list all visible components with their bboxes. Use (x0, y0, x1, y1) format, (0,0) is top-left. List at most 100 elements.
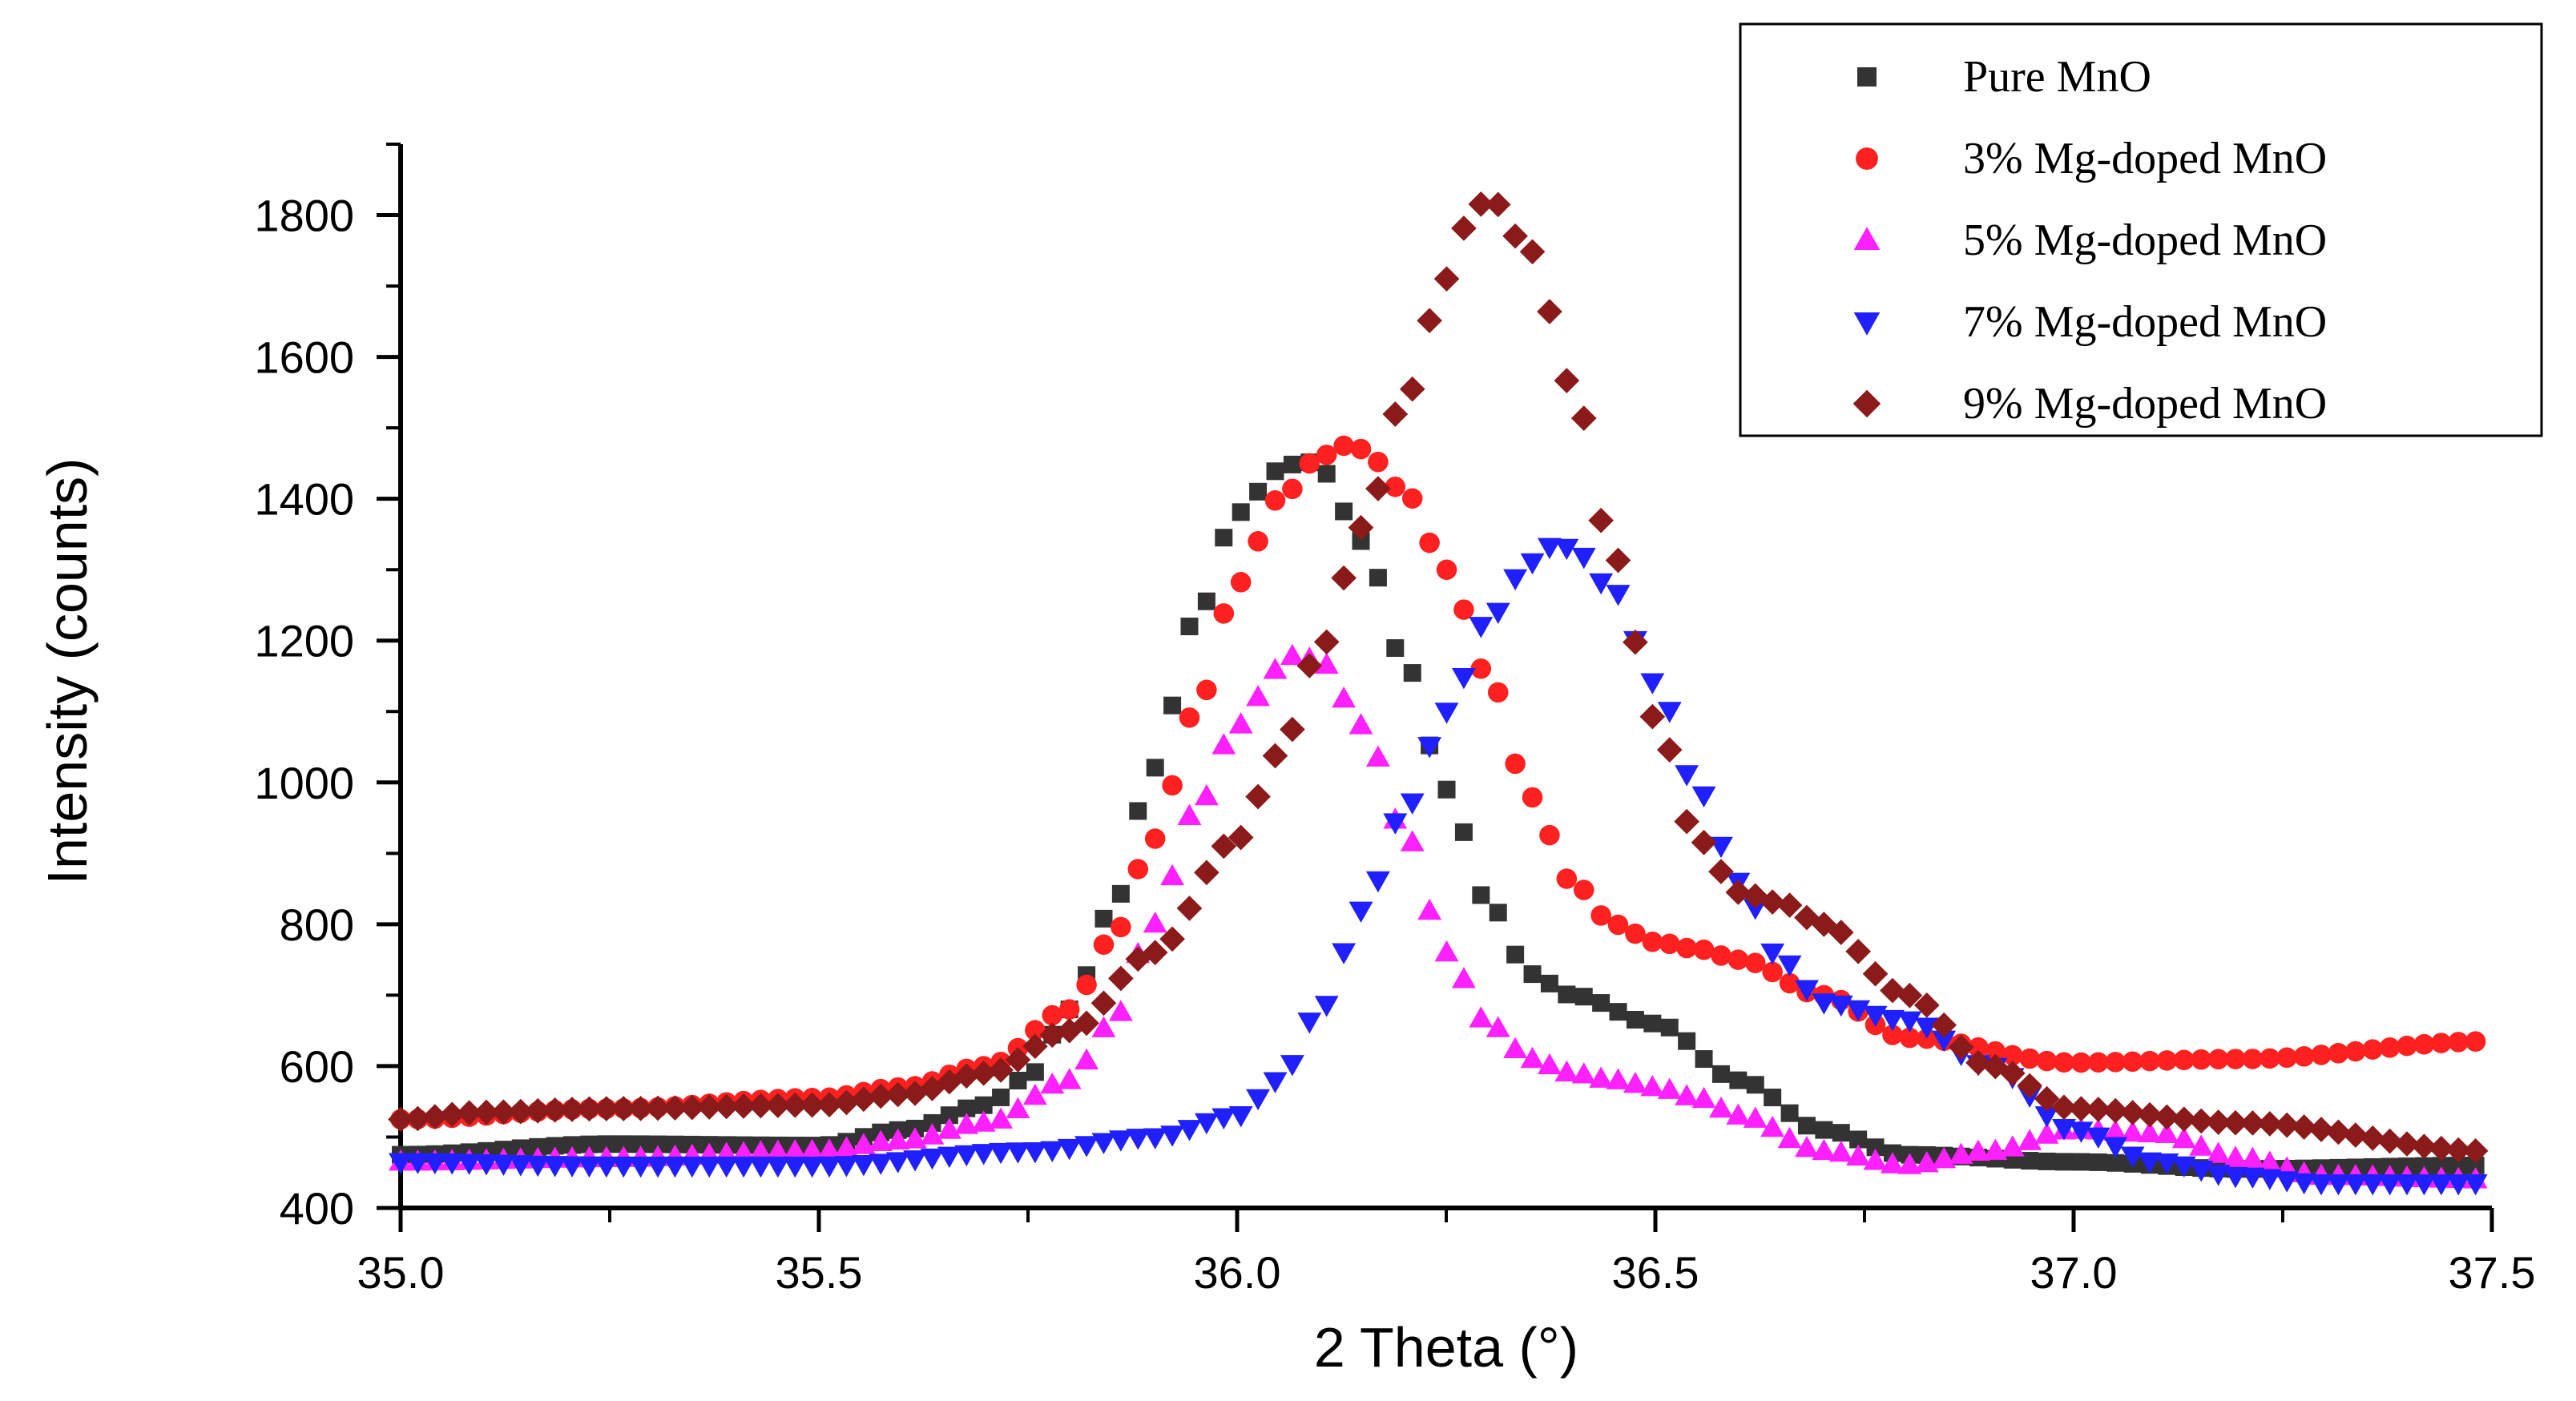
data-point (490, 1099, 517, 1125)
data-point (1639, 703, 1666, 730)
data-point (2377, 1174, 2402, 1196)
data-point (923, 1113, 941, 1132)
data-point (1197, 592, 1215, 610)
data-point (1160, 864, 1185, 886)
data-point (2275, 1171, 2300, 1193)
data-point (2085, 1097, 2111, 1122)
data-point (474, 1154, 498, 1176)
data-point (1074, 1048, 1099, 1070)
y-tick-label: 1000 (254, 758, 354, 808)
data-point (2325, 1119, 2352, 1145)
data-point (765, 1139, 790, 1161)
data-point (1570, 405, 1597, 431)
data-point (974, 1096, 993, 1114)
data-point (1780, 1104, 1799, 1122)
data-point (507, 1098, 534, 1125)
y-tick-label: 1400 (254, 474, 354, 525)
data-point (1022, 1033, 1048, 1060)
data-point (2089, 1153, 2107, 1171)
data-point (1554, 368, 1580, 393)
data-point (1537, 299, 1562, 324)
data-point (2342, 1122, 2368, 1148)
data-point (1708, 859, 1734, 884)
data-point (2034, 1085, 2060, 1112)
data-point (937, 1146, 961, 1169)
data-point (1211, 1108, 1236, 1129)
data-point (1489, 904, 1507, 922)
data-point (1985, 1041, 2006, 1062)
data-point (1262, 743, 1288, 769)
data-point (817, 1156, 842, 1178)
data-point (1385, 476, 1406, 497)
data-point (971, 1110, 996, 1132)
data-point (2137, 1101, 2163, 1128)
data-point (1554, 1060, 1579, 1082)
legend-label: 9% Mg-doped MnO (1963, 379, 2327, 429)
data-point (611, 1156, 636, 1178)
data-point (2274, 1112, 2300, 1138)
data-point (2139, 1050, 2160, 1072)
data-point (1163, 696, 1182, 715)
data-point (546, 1137, 564, 1155)
data-point (2257, 1150, 2282, 1172)
data-point (1401, 488, 1423, 509)
data-point (2394, 1131, 2420, 1157)
data-point (594, 1156, 619, 1178)
data-point (615, 1135, 633, 1153)
data-point (2445, 1137, 2472, 1163)
data-point (1094, 909, 1113, 928)
data-point (2021, 1152, 2039, 1170)
data-point (1554, 538, 1579, 561)
data-point (1590, 905, 1611, 926)
data-point (1451, 668, 1476, 690)
data-point (833, 1089, 860, 1116)
data-point (1090, 990, 1117, 1017)
x-tick-label: 37.5 (2449, 1247, 2536, 1298)
data-point (1282, 478, 1303, 500)
data-point (1983, 1138, 2008, 1160)
data-point (1368, 451, 1389, 473)
data-point (1283, 455, 1301, 473)
data-point (1248, 531, 1268, 552)
data-point (1539, 824, 1560, 846)
data-point (405, 1105, 431, 1132)
data-point (1316, 445, 1337, 465)
data-point (1469, 1006, 1494, 1028)
data-point (2448, 1032, 2469, 1053)
data-point (2155, 1121, 2179, 1144)
data-point (1556, 868, 1578, 889)
data-point (1352, 532, 1370, 550)
data-point (1453, 599, 1474, 620)
data-point (2465, 1031, 2486, 1052)
data-point (1965, 1049, 1991, 1076)
data-point (1451, 967, 1476, 988)
data-point (1606, 1068, 1631, 1089)
data-point (2072, 1153, 2090, 1171)
data-point (1537, 537, 1562, 560)
data-point (542, 1097, 568, 1123)
data-point (1589, 573, 1614, 595)
legend-label: Pure MnO (1963, 52, 2151, 102)
data-point (1263, 658, 1288, 679)
data-point (1400, 793, 1425, 815)
data-point (2054, 1052, 2074, 1073)
data-point (1126, 1129, 1151, 1150)
data-point (1194, 1113, 1219, 1135)
data-point (714, 1156, 739, 1178)
data-point (2432, 1157, 2450, 1175)
data-point (1897, 982, 1923, 1008)
data-point (1417, 898, 1442, 920)
data-point (1931, 1012, 1957, 1038)
data-point (1211, 833, 1237, 860)
data-point (1523, 965, 1542, 984)
data-point (2105, 1052, 2126, 1073)
data-point (1777, 955, 1802, 977)
data-point (1211, 733, 1236, 755)
data-point (2207, 1049, 2229, 1070)
data-point (2413, 1033, 2435, 1055)
data-point (697, 1156, 722, 1178)
y-tick-label: 600 (280, 1041, 354, 1092)
data-point (542, 1156, 567, 1178)
data-point (1558, 985, 1576, 1004)
data-point (2070, 1052, 2092, 1073)
